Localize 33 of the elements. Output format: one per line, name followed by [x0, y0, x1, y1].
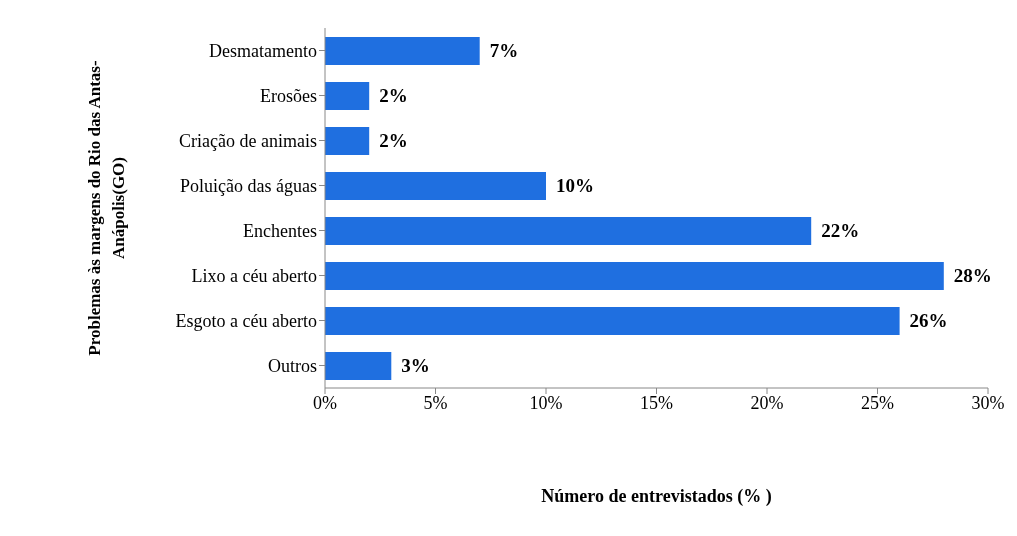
bar — [325, 307, 900, 335]
x-tick-label: 0% — [313, 392, 337, 413]
x-tick-label: 20% — [750, 392, 784, 413]
data-label: 2% — [379, 85, 408, 106]
data-label: 26% — [909, 310, 948, 331]
bar — [325, 37, 480, 65]
data-label: 7% — [489, 40, 519, 61]
y-tick-label: Outros — [268, 355, 317, 376]
x-axis-title: Número de entrevistados (% ) — [540, 486, 773, 507]
y-tick-label: Criação de animais — [179, 130, 317, 151]
data-label: 22% — [821, 220, 860, 241]
y-tick-label: Esgoto a céu aberto — [175, 310, 317, 331]
data-label: 28% — [953, 265, 992, 286]
bar — [325, 352, 392, 380]
y-tick-label: Desmatamento — [209, 40, 317, 61]
x-tick-label: 25% — [861, 392, 894, 413]
bar — [325, 172, 546, 200]
bar — [325, 127, 370, 155]
y-tick-label: Lixo a céu aberto — [191, 265, 317, 286]
bar — [325, 217, 812, 245]
data-label: 2% — [379, 130, 408, 151]
y-tick-label: Poluição das águas — [180, 175, 317, 196]
bar — [325, 82, 370, 110]
x-tick-label: 5% — [423, 392, 448, 413]
x-tick-label: 15% — [640, 392, 673, 413]
y-axis-title: Problemas às margens do Rio das Antas-Anápolis(GO) — [84, 59, 129, 358]
bar — [325, 262, 944, 290]
x-tick-label: 30% — [971, 392, 1005, 413]
data-label: 10% — [556, 175, 594, 196]
data-label: 3% — [401, 355, 430, 376]
y-tick-label: Enchentes — [243, 220, 317, 241]
y-tick-label: Erosões — [260, 85, 317, 106]
x-tick-label: 10% — [529, 392, 563, 413]
